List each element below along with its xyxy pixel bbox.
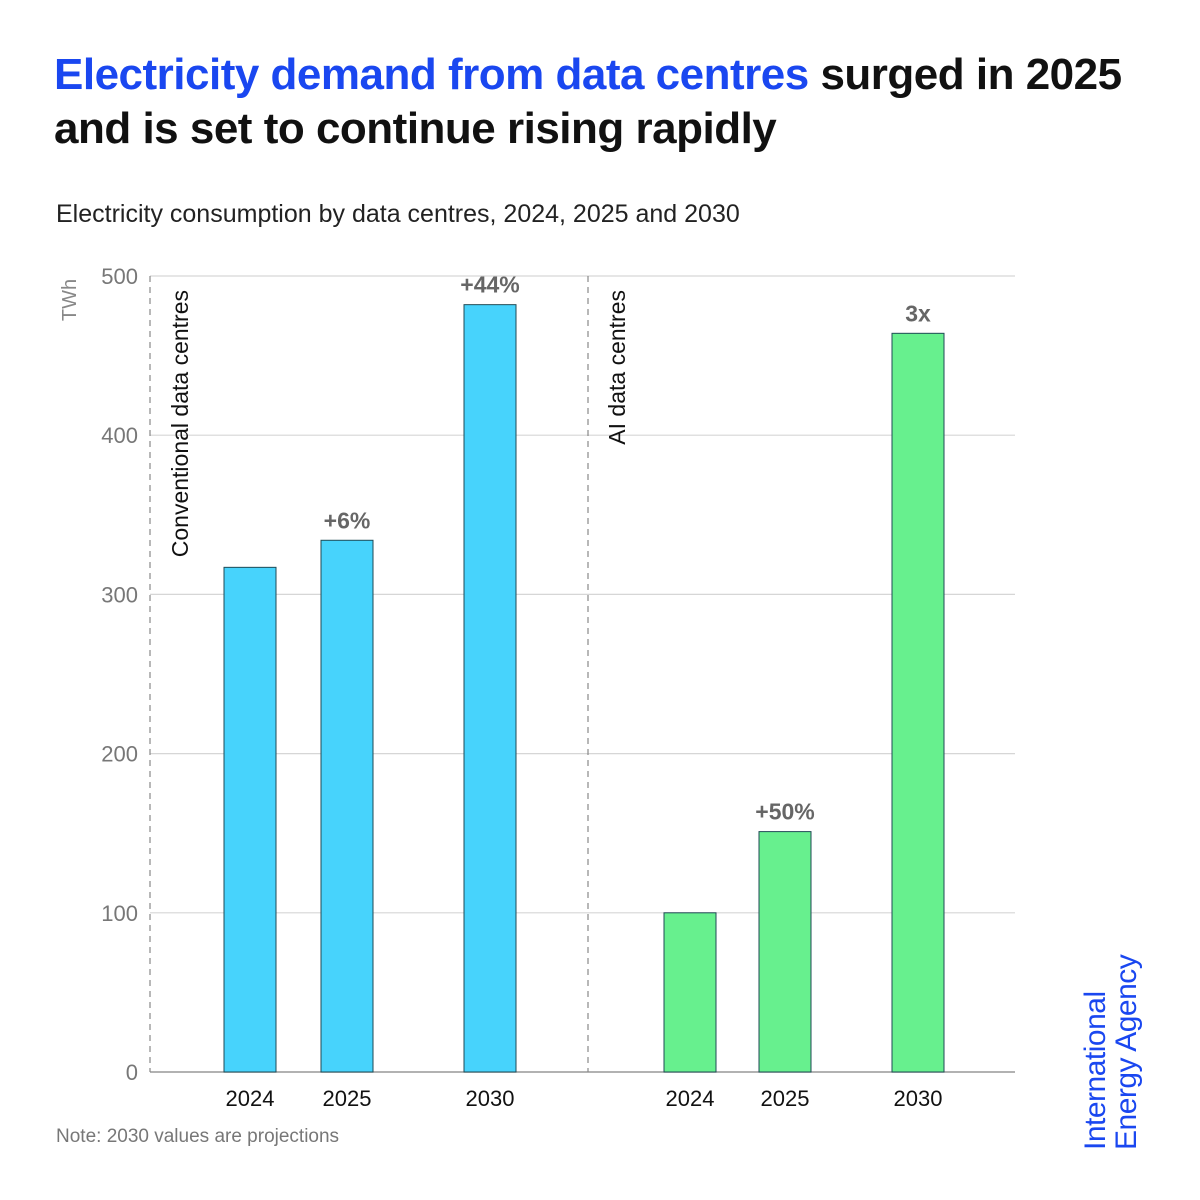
group-label: AI data centres xyxy=(604,290,630,445)
logo-line-2: Energy Agency xyxy=(1110,954,1143,1150)
y-tick-label: 300 xyxy=(101,582,138,607)
logo-line-1: International xyxy=(1079,991,1112,1150)
data-label: +50% xyxy=(755,799,814,825)
y-axis-label: TWh xyxy=(59,279,81,321)
y-tick-label: 500 xyxy=(101,264,138,289)
x-tick-label: 2030 xyxy=(894,1086,943,1111)
x-tick-label: 2025 xyxy=(761,1086,810,1111)
x-tick-label: 2030 xyxy=(466,1086,515,1111)
footnote: Note: 2030 values are projections xyxy=(56,1126,340,1147)
iea-logo: International Energy Agency xyxy=(1079,954,1143,1150)
y-tick-label: 100 xyxy=(101,901,138,926)
data-label: +6% xyxy=(324,507,371,533)
chart-subtitle: Electricity consumption by data centres,… xyxy=(56,200,740,228)
title-highlight: Electricity demand from data centres xyxy=(54,50,809,99)
bar xyxy=(320,539,374,1073)
x-tick-label: 2024 xyxy=(226,1086,275,1111)
gridlines xyxy=(150,275,1015,1073)
bar xyxy=(758,831,812,1073)
bar xyxy=(223,566,277,1073)
group-label: Conventional data centres xyxy=(167,290,193,557)
data-label: 3x xyxy=(905,300,931,326)
bar xyxy=(463,304,517,1073)
chart-title: Electricity demand from data centres sur… xyxy=(54,48,1174,156)
y-tick-label: 200 xyxy=(101,742,138,767)
x-tick-label: 2024 xyxy=(666,1086,715,1111)
bar xyxy=(891,332,945,1073)
data-label: +44% xyxy=(460,272,519,298)
y-tick-label: 0 xyxy=(126,1060,138,1085)
y-tick-label: 400 xyxy=(101,423,138,448)
y-tick-labels: 0 100 200 300 400 500 xyxy=(101,264,138,1085)
bars: Conventional data centres 2024 2025 +6% 2030… xyxy=(149,272,945,1111)
bar xyxy=(663,912,717,1073)
title-rest: surged in 2025 and is set to continue ri… xyxy=(54,50,1122,153)
x-tick-label: 2025 xyxy=(323,1086,372,1111)
